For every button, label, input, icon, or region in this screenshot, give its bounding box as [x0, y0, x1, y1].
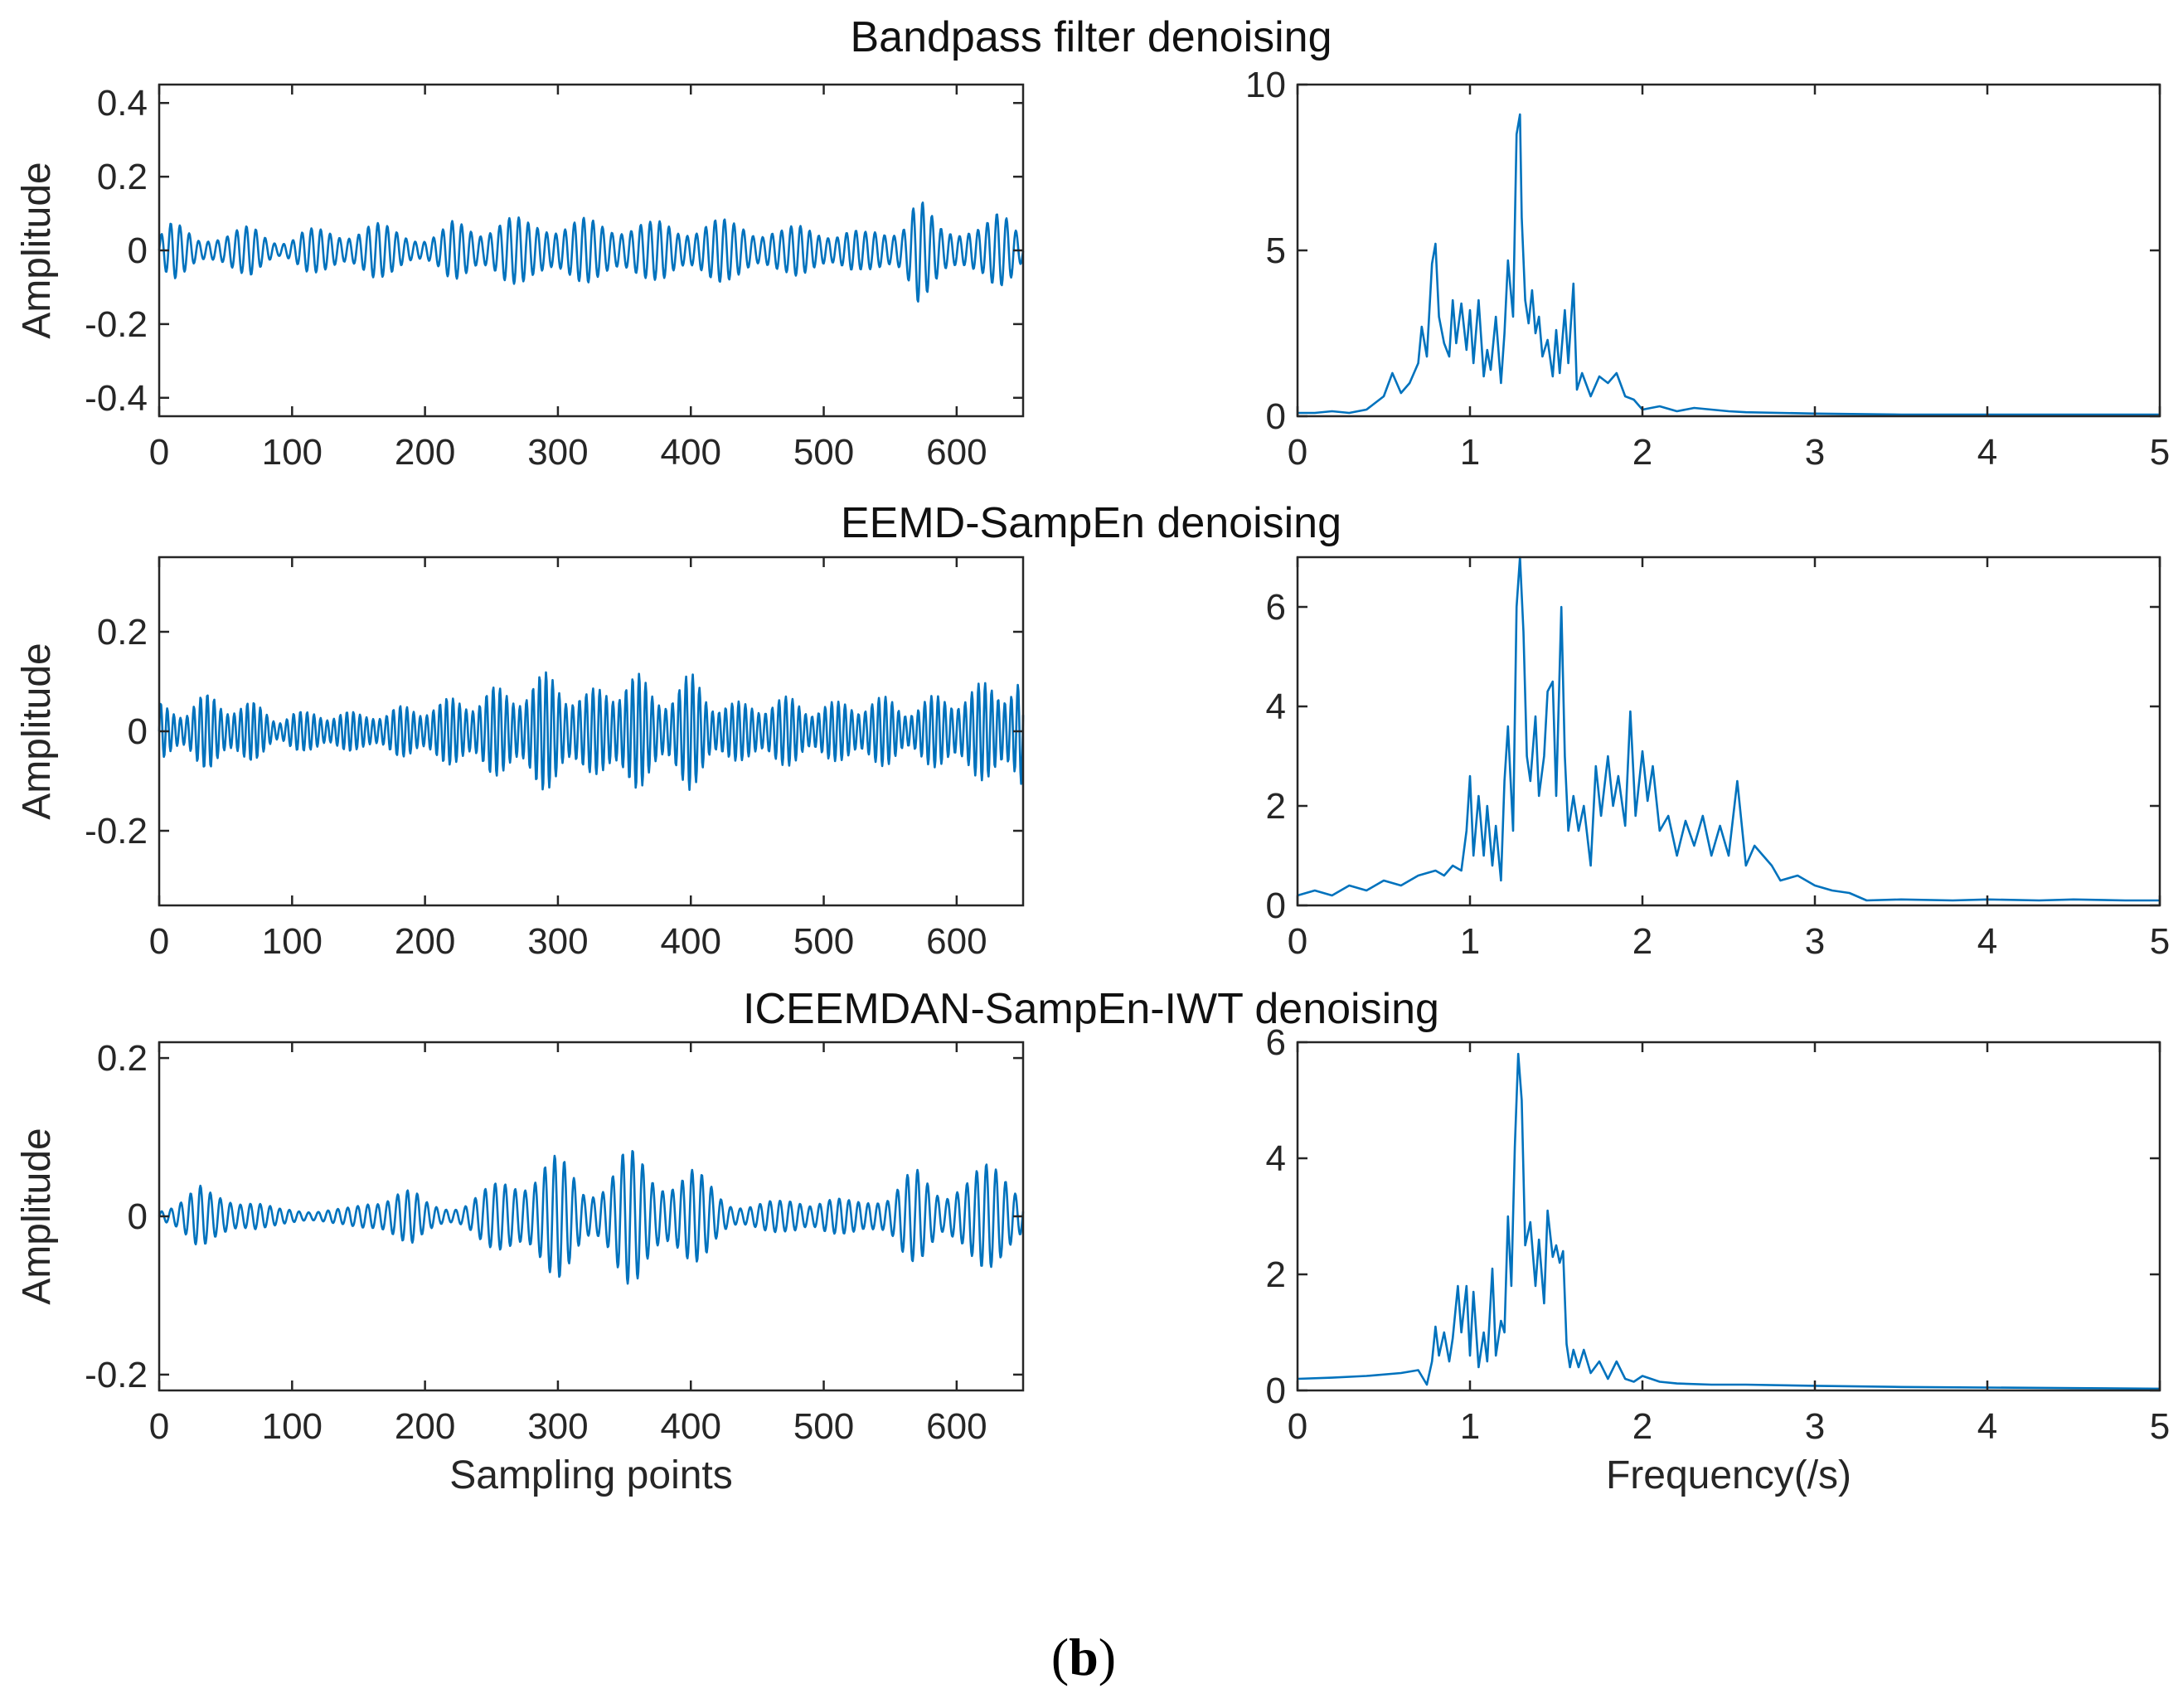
x-tick-label: 100: [262, 921, 323, 962]
x-tick-label: 0: [1288, 432, 1307, 473]
x-tick-label: 0: [149, 1406, 169, 1447]
x-axis-label: Frequency(/s): [1606, 1453, 1851, 1497]
series-line: [1297, 1052, 2161, 1390]
y-tick-label: 0: [128, 1196, 148, 1237]
x-tick-label: 1: [1460, 921, 1480, 962]
x-tick-label: 5: [2150, 432, 2170, 473]
series-line: [158, 1150, 1025, 1285]
x-tick-label: 1: [1460, 432, 1480, 473]
x-tick-label: 100: [262, 1406, 323, 1447]
x-tick-label: 600: [926, 1406, 987, 1447]
x-tick-label: 1: [1460, 1406, 1480, 1447]
y-tick-label: 4: [1266, 687, 1286, 727]
x-tick-label: 2: [1632, 921, 1652, 962]
y-tick-label: 0.2: [97, 1038, 148, 1079]
caption-letter: b: [1069, 1628, 1099, 1686]
y-tick-label: 0.4: [97, 83, 148, 124]
y-tick-label: 4: [1266, 1138, 1286, 1179]
axes-box: [1296, 556, 2161, 907]
y-tick-label: 0: [1266, 886, 1286, 926]
x-tick-label: 0: [1288, 921, 1307, 962]
y-tick-label: 2: [1266, 1254, 1286, 1295]
panel-eemd-spectrum: 0 1 2 3 4 5 0 2 4 6: [1266, 556, 2170, 962]
x-tick-label: 4: [1977, 921, 1997, 962]
y-tick-label: 0: [128, 711, 148, 752]
panel-eemd-signal: 0 100 200 300 400 500 600 -0.2 0 0.2 Amplitude: [15, 556, 1025, 962]
caption-open-paren: (: [1051, 1628, 1069, 1686]
y-axis-label: Amplitude: [15, 643, 59, 819]
x-tick-label: 2: [1632, 432, 1652, 473]
x-tick-label: 3: [1805, 1406, 1825, 1447]
axes-box: [1296, 1041, 2161, 1392]
series-line: [1297, 556, 2160, 902]
axes-box: [1296, 83, 2161, 418]
x-tick-label: 200: [395, 432, 455, 473]
x-tick-label: 600: [926, 432, 987, 473]
x-tick-label: 300: [527, 921, 588, 962]
x-tick-label: 400: [661, 921, 721, 962]
x-tick-label: 300: [527, 1406, 588, 1447]
y-axis-label: Amplitude: [15, 1128, 59, 1304]
y-tick-label: 6: [1266, 1022, 1286, 1063]
x-tick-label: 5: [2150, 1406, 2170, 1447]
x-tick-label: 2: [1632, 1406, 1652, 1447]
series-line: [1298, 113, 2160, 416]
x-tick-label: 3: [1805, 432, 1825, 473]
panel-iceemdan-signal: 0 100 200 300 400 500 600-0.200.2AmplitudeSamp…: [15, 1038, 1025, 1497]
x-tick-label: 200: [395, 921, 455, 962]
row2-title: EEMD-SampEn denoising: [841, 499, 1341, 547]
y-tick-label: -0.4: [85, 378, 148, 419]
y-tick-label: 0: [1266, 1371, 1286, 1411]
y-tick-label: 5: [1266, 230, 1286, 271]
series-line: [158, 201, 1025, 303]
x-tick-label: 300: [527, 432, 588, 473]
y-tick-label: 0.2: [97, 157, 148, 197]
figure-caption: (b): [1051, 1628, 1116, 1686]
x-tick-label: 4: [1977, 432, 1997, 473]
y-tick-label: -0.2: [85, 811, 148, 852]
y-tick-label: 6: [1266, 587, 1286, 628]
series-line: [158, 671, 1025, 792]
x-tick-label: 5: [2150, 921, 2170, 962]
x-tick-label: 3: [1805, 921, 1825, 962]
x-tick-label: 500: [793, 1406, 854, 1447]
y-tick-label: -0.2: [85, 1355, 148, 1395]
row3-title: ICEEMDAN-SampEn-IWT denoising: [743, 985, 1439, 1033]
caption-close-paren: ): [1099, 1628, 1116, 1686]
x-tick-label: 200: [395, 1406, 455, 1447]
x-tick-label: 0: [149, 921, 169, 962]
x-tick-label: 400: [661, 1406, 721, 1447]
x-tick-label: 500: [793, 432, 854, 473]
y-tick-label: 0: [128, 230, 148, 271]
y-tick-label: 2: [1266, 786, 1286, 827]
y-tick-label: 0: [1266, 396, 1286, 437]
y-tick-label: 0.2: [97, 612, 148, 653]
x-tick-label: 0: [1288, 1406, 1307, 1447]
y-axis-label: Amplitude: [15, 162, 59, 338]
x-tick-label: 4: [1977, 1406, 1997, 1447]
x-tick-label: 600: [926, 921, 987, 962]
x-tick-label: 100: [262, 432, 323, 473]
x-tick-label: 500: [793, 921, 854, 962]
panel-bandpass-signal: 0 100 200 300 400 500 600 -0.4 -0.2 0 0.2 0.4 Amplit…: [15, 83, 1025, 473]
panel-iceemdan-spectrum: 0 1 2 3 4 5 0 2 4 6 Frequency(/s): [1266, 1022, 2171, 1497]
row1-title: Bandpass filter denoising: [850, 13, 1332, 61]
panel-bandpass-spectrum: 0 1 2 3 4 5 0 5 10: [1245, 65, 2170, 473]
y-tick-label: 10: [1245, 65, 1286, 105]
x-axis-label: Sampling points: [449, 1453, 733, 1497]
x-tick-label: 400: [661, 432, 721, 473]
x-tick-label: 0: [149, 432, 169, 473]
y-tick-label: -0.2: [85, 304, 148, 345]
